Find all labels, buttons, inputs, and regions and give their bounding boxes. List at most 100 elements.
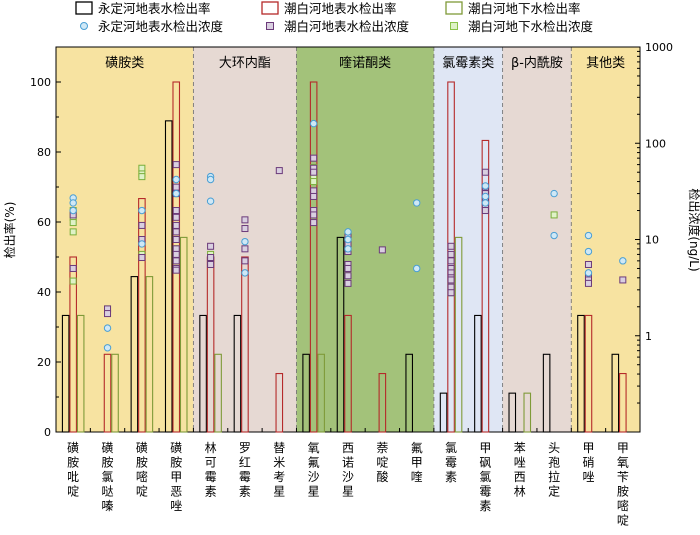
conc-point-chaobai-surface xyxy=(584,260,592,268)
y-tick-label: 80 xyxy=(37,146,51,159)
category-label-char: 拉 xyxy=(548,469,560,484)
legend-label: 潮白河地下水检出浓度 xyxy=(468,19,594,34)
conc-point-chaobai-surface xyxy=(584,279,592,287)
bar-1 xyxy=(275,372,284,433)
bar-2 xyxy=(214,353,222,433)
category-label-char: 哒 xyxy=(102,485,114,499)
category-label-char: 胺 xyxy=(170,456,182,470)
conc-point-yongding xyxy=(138,240,146,248)
legend-label: 永定河地表水检出浓度 xyxy=(98,19,224,34)
bar-0 xyxy=(130,276,139,433)
conc-point-chaobai-surface xyxy=(207,242,215,250)
conc-point-yongding xyxy=(241,269,249,277)
category-label-char: 胺 xyxy=(102,456,114,470)
conc-point-yongding xyxy=(103,344,112,352)
category-label-char: 甲 xyxy=(582,441,594,455)
bar-2 xyxy=(76,314,85,433)
conc-point-chaobai-surface xyxy=(241,225,249,233)
category-label-char: 氯 xyxy=(479,470,491,484)
y2-tick-label: 100 xyxy=(645,137,666,150)
group-label: 大环内酯 xyxy=(219,55,271,71)
conc-point-chaobai-surface xyxy=(69,264,77,272)
group-background xyxy=(502,47,572,432)
category-label-char: 氯 xyxy=(445,441,457,455)
category-label-char: 甲 xyxy=(617,441,629,455)
category-label-char: 胺 xyxy=(617,485,629,499)
conc-point-chaobai-ground xyxy=(69,228,77,236)
category-label-char: 素 xyxy=(205,485,217,499)
category-label-char: 苯 xyxy=(514,441,526,455)
bar-1 xyxy=(309,81,318,433)
category-label-char: 胺 xyxy=(136,456,148,470)
concentration-points xyxy=(69,119,627,352)
category-label-char: 吡 xyxy=(67,470,79,484)
bar-0 xyxy=(302,353,310,433)
conc-point-chaobai-surface xyxy=(172,221,180,229)
bar-2 xyxy=(523,392,532,433)
conc-point-yongding xyxy=(206,175,215,184)
category-group-backgrounds: 磺胺类 大环内酯 喹诺酮类 氯霉素类 β-内酰胺 其他类 xyxy=(56,47,640,432)
category-label-char: 唑 xyxy=(170,499,182,513)
category-label-char: 沙 xyxy=(342,470,354,484)
conc-point-chaobai-surface xyxy=(104,310,112,318)
conc-point-chaobai-surface xyxy=(172,228,180,236)
category-label-char: 沙 xyxy=(308,470,320,484)
legend-swatch-square xyxy=(450,22,458,30)
bar-0 xyxy=(405,353,414,433)
category-label-char: 胺 xyxy=(67,456,79,470)
group-background xyxy=(571,47,640,432)
y2-tick-label: 10 xyxy=(645,234,659,247)
conc-point-yongding xyxy=(584,269,593,277)
y-tick-label: 100 xyxy=(30,76,51,89)
conc-point-yongding xyxy=(481,192,490,201)
category-label-char: 啶 xyxy=(67,485,79,499)
bar-0 xyxy=(233,314,242,433)
conc-point-yongding xyxy=(550,231,558,240)
bar-0 xyxy=(474,314,482,433)
conc-point-chaobai-surface xyxy=(241,257,249,265)
conc-point-chaobai-surface xyxy=(172,207,180,215)
legend-label: 永定河地表水检出率 xyxy=(98,1,211,16)
conc-point-chaobai-surface xyxy=(447,250,455,258)
category-label-char: 啶 xyxy=(136,485,148,499)
conc-point-yongding xyxy=(241,237,249,246)
category-label-char: 恶 xyxy=(170,485,182,499)
category-label-char: 素 xyxy=(239,485,251,499)
bar-2 xyxy=(145,276,154,433)
conc-point-yongding xyxy=(481,199,490,207)
y-tick-label: 60 xyxy=(37,216,51,229)
bar-0 xyxy=(439,392,448,433)
conc-point-yongding xyxy=(344,228,352,236)
conc-point-yongding xyxy=(172,175,180,184)
category-label-char: 霉 xyxy=(479,485,491,499)
category-label-char: 替 xyxy=(273,441,285,455)
conc-point-yongding xyxy=(309,119,318,128)
y-tick-label: 40 xyxy=(37,286,51,299)
conc-point-chaobai-surface xyxy=(447,257,455,265)
group-background xyxy=(56,47,194,432)
category-label-char: 氯 xyxy=(102,470,114,484)
conc-point-chaobai-surface xyxy=(310,154,318,162)
category-label-char: 头 xyxy=(548,441,560,455)
legend-label: 潮白河地表水检出浓度 xyxy=(284,19,410,34)
category-label-char: 定 xyxy=(548,484,560,499)
conc-point-chaobai-surface xyxy=(447,242,455,250)
conc-point-chaobai-surface xyxy=(207,254,215,262)
legend-swatch-square xyxy=(266,22,274,30)
conc-point-yongding xyxy=(584,247,593,256)
category-label-char: 星 xyxy=(342,485,354,499)
category-label-char: 磺 xyxy=(136,441,148,455)
conc-point-yongding xyxy=(69,206,77,215)
conc-point-chaobai-ground xyxy=(138,164,146,172)
conc-point-chaobai-surface xyxy=(378,246,386,254)
conc-point-chaobai-surface xyxy=(310,192,318,200)
category-label-char: 砜 xyxy=(479,456,491,470)
legend-label: 潮白河地表水检出率 xyxy=(284,1,397,16)
bar-2 xyxy=(111,353,119,433)
conc-point-chaobai-surface xyxy=(172,183,180,191)
category-label-char: 苄 xyxy=(617,470,629,484)
bar-1 xyxy=(481,139,490,433)
conc-point-chaobai-surface xyxy=(310,168,318,176)
y-axis-title: 检出率(%) xyxy=(2,202,17,259)
category-label-char: 氧 xyxy=(617,456,629,470)
